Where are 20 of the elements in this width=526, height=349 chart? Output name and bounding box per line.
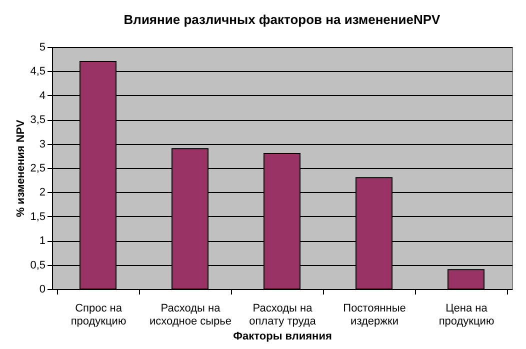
chart-title: Влияние различных факторов на изменениеNPV <box>124 12 441 27</box>
y-tick-label: 5 <box>39 42 46 54</box>
y-tick-label: 4,5 <box>30 66 46 78</box>
bar <box>448 269 484 290</box>
y-axis-title: % изменения NPV <box>15 119 28 218</box>
y-tick-label: 2,5 <box>30 162 46 174</box>
y-tick-label: 3,5 <box>30 114 46 126</box>
x-tick-label: Постоянные издержки <box>343 302 406 328</box>
x-tick-label: Спрос на продукцию <box>70 302 126 328</box>
y-tick-label: 4 <box>39 90 46 102</box>
y-tick-label: 2 <box>39 186 46 199</box>
y-tick-label: 1,5 <box>30 210 46 223</box>
y-tick-label: 1 <box>39 235 46 248</box>
y-tick-label: 3 <box>39 138 46 150</box>
x-tick-label: Расходы на исходное сырье <box>149 302 232 328</box>
x-tick-label: Расходы на оплату труда <box>249 302 317 328</box>
x-axis-title: Факторы влияния <box>233 330 332 342</box>
x-tick-label: Цена на продукцию <box>438 302 494 328</box>
y-tick-label: 0,5 <box>30 259 46 272</box>
y-tick-label: 0 <box>39 284 46 296</box>
